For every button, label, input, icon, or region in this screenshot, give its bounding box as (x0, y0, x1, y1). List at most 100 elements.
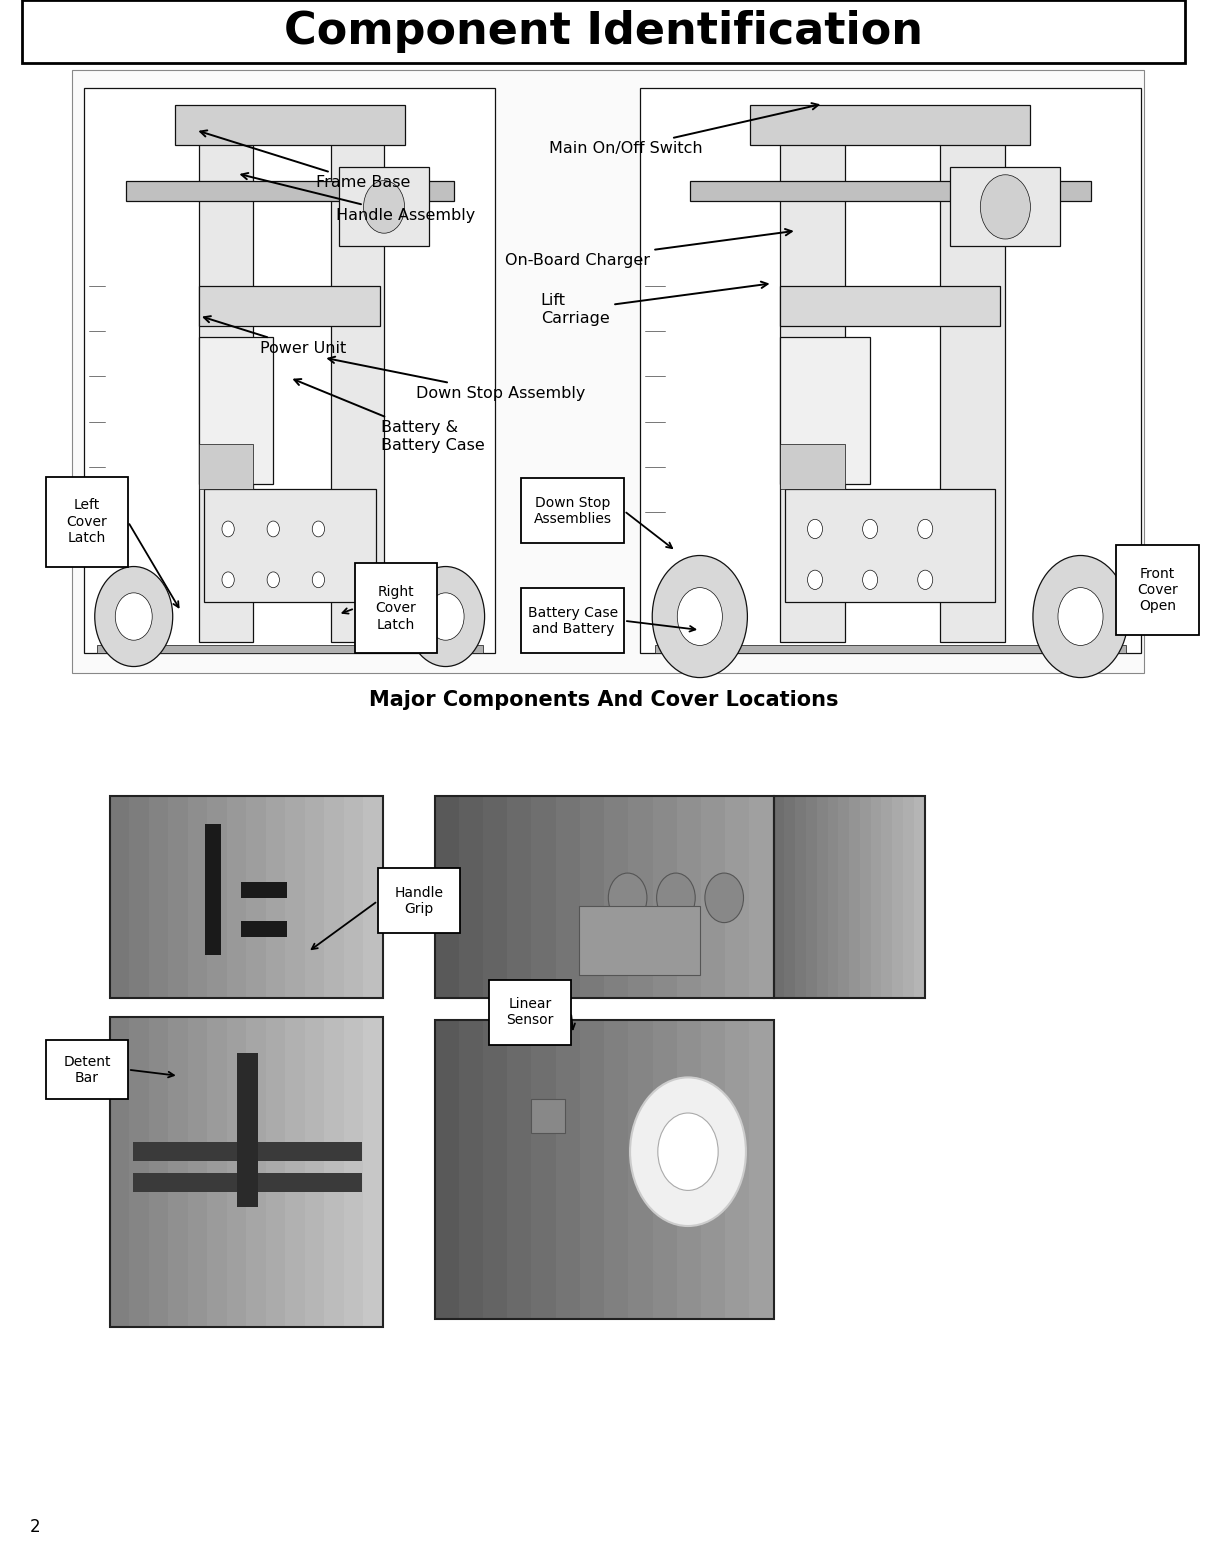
Bar (168, 796, 188, 998)
Bar (435, 1020, 459, 1319)
Bar (785, 489, 996, 602)
Bar (435, 796, 774, 998)
Bar (199, 286, 380, 325)
Text: Down Stop Assembly: Down Stop Assembly (328, 356, 585, 401)
Bar (795, 796, 806, 998)
Bar (903, 796, 914, 998)
Circle shape (657, 873, 695, 923)
Bar (859, 796, 870, 998)
Bar (780, 337, 870, 483)
Bar (133, 1173, 362, 1192)
Text: On-Board Charger: On-Board Charger (505, 229, 792, 268)
Bar (344, 796, 363, 998)
Bar (84, 88, 495, 653)
Bar (870, 796, 881, 998)
Bar (363, 796, 383, 998)
Bar (199, 116, 252, 642)
Bar (806, 796, 817, 998)
Bar (1116, 545, 1199, 635)
Text: Major Components And Cover Locations: Major Components And Cover Locations (369, 690, 838, 709)
Circle shape (807, 519, 822, 539)
Bar (950, 167, 1061, 246)
Bar (892, 796, 903, 998)
Bar (378, 868, 460, 933)
Bar (46, 477, 128, 567)
Bar (677, 796, 701, 998)
Bar (208, 796, 227, 998)
Bar (750, 1020, 774, 1319)
Circle shape (222, 571, 234, 588)
Bar (344, 1017, 363, 1327)
Bar (46, 1040, 128, 1099)
Bar (227, 796, 246, 998)
Bar (725, 796, 750, 998)
Circle shape (427, 593, 463, 641)
Bar (579, 906, 700, 975)
Bar (629, 796, 653, 998)
Text: Linear
Sensor: Linear Sensor (506, 997, 554, 1028)
Bar (653, 796, 677, 998)
Text: Right
Cover
Latch: Right Cover Latch (375, 585, 416, 632)
Bar (266, 1017, 285, 1327)
Text: Battery &
Battery Case: Battery & Battery Case (295, 379, 485, 452)
Circle shape (1059, 588, 1103, 646)
Bar (237, 1053, 258, 1207)
Circle shape (267, 571, 280, 588)
Bar (531, 1099, 565, 1133)
Bar (817, 796, 828, 998)
Bar (780, 444, 845, 489)
Bar (459, 796, 483, 998)
Bar (246, 1017, 266, 1327)
Bar (489, 980, 571, 1045)
Bar (640, 88, 1141, 653)
Bar (750, 105, 1031, 146)
Bar (435, 1020, 774, 1319)
Circle shape (407, 567, 485, 667)
Bar (363, 1017, 383, 1327)
Bar (304, 1017, 325, 1327)
Text: Front
Cover
Open: Front Cover Open (1137, 567, 1178, 613)
Bar (531, 1020, 555, 1319)
Bar (579, 1020, 604, 1319)
Circle shape (363, 181, 404, 234)
Bar (555, 796, 579, 998)
Circle shape (222, 522, 234, 537)
Circle shape (980, 175, 1031, 238)
Circle shape (313, 522, 325, 537)
Circle shape (917, 570, 933, 590)
Bar (654, 646, 1126, 653)
Circle shape (917, 519, 933, 539)
Bar (780, 116, 845, 642)
Bar (914, 796, 925, 998)
Bar (785, 796, 795, 998)
Bar (204, 489, 375, 602)
Bar (355, 563, 437, 653)
Bar (940, 116, 1005, 642)
Circle shape (652, 556, 747, 678)
Bar (148, 796, 168, 998)
Circle shape (630, 1077, 746, 1226)
Bar (246, 796, 266, 998)
Bar (531, 796, 555, 998)
Text: 2: 2 (30, 1517, 41, 1536)
Bar (653, 1020, 677, 1319)
Bar (188, 1017, 208, 1327)
Text: Power Unit: Power Unit (204, 316, 345, 356)
Bar (521, 588, 624, 653)
Bar (129, 1017, 148, 1327)
Bar (750, 796, 774, 998)
Bar (126, 181, 454, 201)
Bar (227, 1017, 246, 1327)
Bar (241, 882, 287, 898)
Bar (521, 478, 624, 543)
Text: Lift
Carriage: Lift Carriage (541, 282, 768, 325)
Bar (507, 1020, 531, 1319)
Bar (22, 0, 1185, 63)
Bar (339, 167, 430, 246)
Bar (266, 796, 285, 998)
Bar (881, 796, 892, 998)
Circle shape (705, 873, 744, 923)
Bar (199, 444, 252, 489)
Text: Frame Base: Frame Base (200, 130, 410, 190)
Bar (828, 796, 839, 998)
